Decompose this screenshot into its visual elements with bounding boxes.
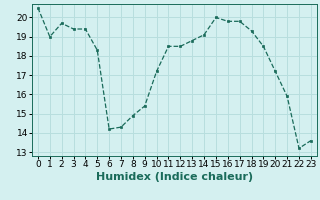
X-axis label: Humidex (Indice chaleur): Humidex (Indice chaleur) xyxy=(96,172,253,182)
